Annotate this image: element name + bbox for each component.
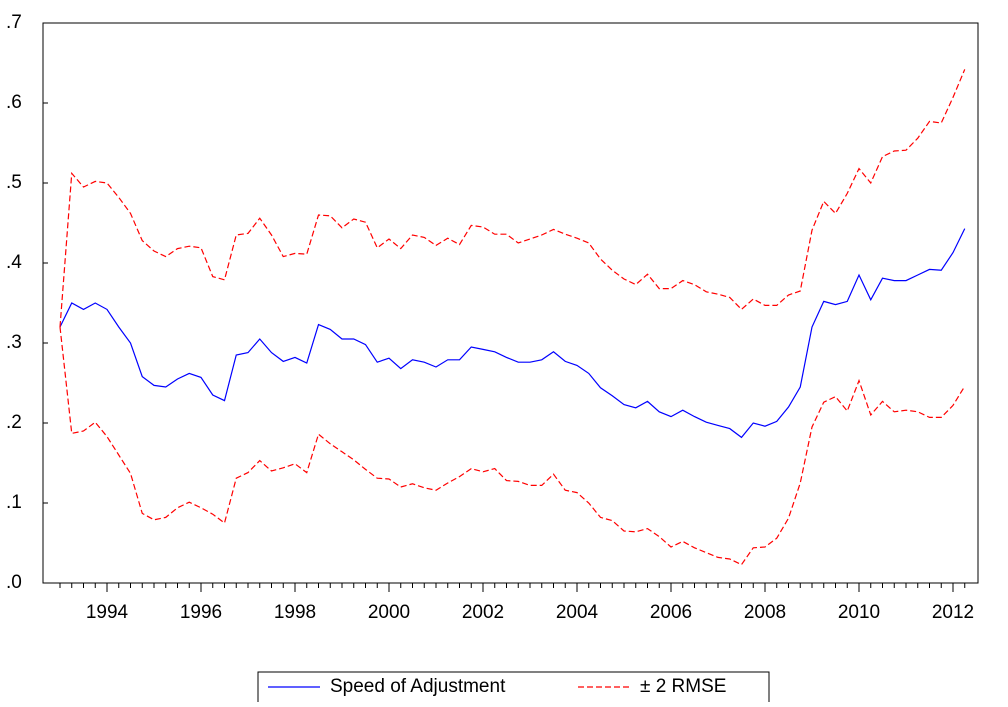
x-tick-label: 2004 <box>556 602 599 623</box>
x-tick-label: 2010 <box>838 602 880 623</box>
series-line <box>59 326 966 566</box>
x-tick-label: 1994 <box>86 602 129 623</box>
x-tick-label: 1998 <box>274 602 316 623</box>
legend-box <box>257 671 770 705</box>
y-tick-label: .0 <box>6 572 22 593</box>
x-tick-label: 2012 <box>932 602 974 623</box>
x-tick-label: 2002 <box>462 602 504 623</box>
legend-label: ± 2 RMSE <box>640 676 726 697</box>
x-tick-label: 2008 <box>744 602 786 623</box>
legend-label: Speed of Adjustment <box>330 676 506 697</box>
x-tick-label: 2000 <box>368 602 410 623</box>
x-tick-label: 1996 <box>180 602 222 623</box>
y-tick-label: .4 <box>6 252 22 273</box>
y-tick-label: .2 <box>6 412 22 433</box>
y-tick-label: .1 <box>6 492 22 513</box>
y-tick-label: .6 <box>6 92 22 113</box>
y-tick-label: .5 <box>6 172 22 193</box>
y-tick-label: .3 <box>6 332 22 353</box>
x-tick-label: 2006 <box>650 602 692 623</box>
series-line <box>59 69 966 328</box>
plot-frame <box>42 22 979 584</box>
y-tick-label: .7 <box>6 12 22 33</box>
series-line <box>59 228 966 439</box>
